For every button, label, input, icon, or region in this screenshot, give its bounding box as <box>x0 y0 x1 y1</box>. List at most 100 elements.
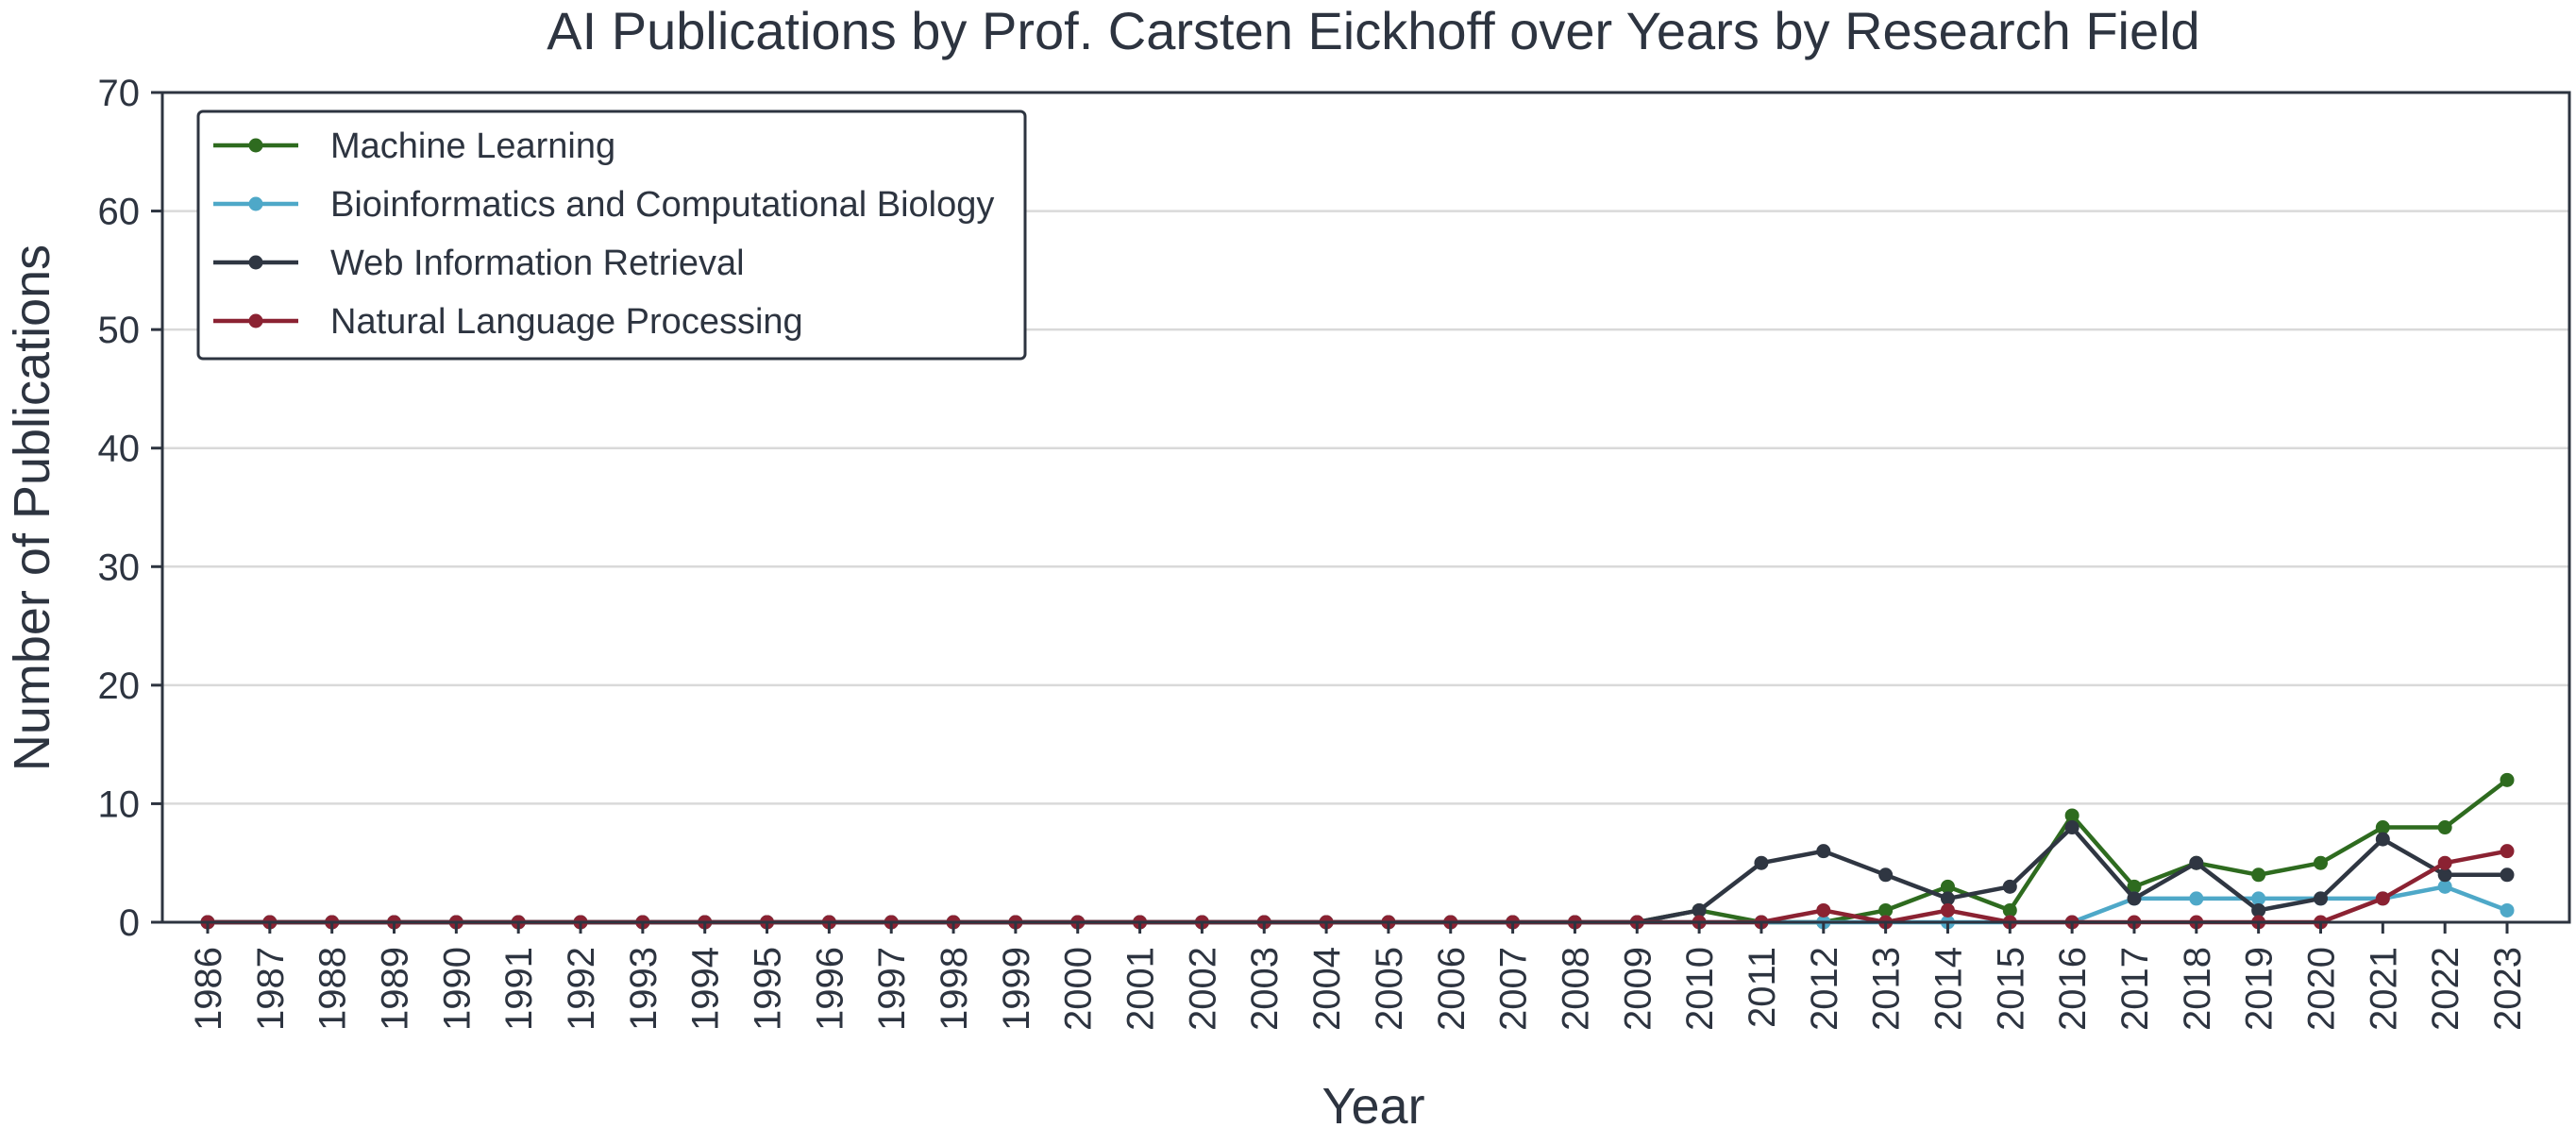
data-point-0-2021 <box>2375 820 2390 835</box>
x-tick-label-1998: 1998 <box>934 947 975 1031</box>
y-tick-label-0: 0 <box>119 902 140 944</box>
data-point-1-2023 <box>2500 902 2515 918</box>
data-point-2-2015 <box>2002 879 2017 894</box>
data-point-0-2022 <box>2437 820 2452 835</box>
series-line-1 <box>208 884 2508 925</box>
series-lines <box>200 772 2515 930</box>
y-tick-label-20: 20 <box>98 665 141 707</box>
y-axis-label: Number of Publications <box>4 244 60 771</box>
x-tick-label-2012: 2012 <box>1804 947 1845 1031</box>
series-line-0 <box>208 778 2509 925</box>
data-point-2-2011 <box>1754 855 1769 870</box>
data-point-1-2018 <box>2189 891 2204 906</box>
legend-box <box>196 109 1027 361</box>
data-point-1-2022 <box>2437 879 2452 894</box>
data-point-1-2019 <box>2251 891 2266 906</box>
data-point-2-2022 <box>2437 867 2452 883</box>
x-tick-label-2019: 2019 <box>2239 947 2281 1031</box>
y-tick-label-10: 10 <box>98 783 141 825</box>
x-tick-label-1994: 1994 <box>685 947 727 1031</box>
data-point-2-2013 <box>1878 867 1894 883</box>
x-tick-label-1989: 1989 <box>375 947 416 1031</box>
data-point-3-2022 <box>2437 855 2452 870</box>
data-point-2-2018 <box>2189 855 2204 870</box>
x-tick-label-2016: 2016 <box>2052 947 2094 1031</box>
x-tick-label-2022: 2022 <box>2425 947 2467 1031</box>
y-tick-label-40: 40 <box>98 429 141 470</box>
data-point-0-2020 <box>2313 855 2328 870</box>
data-point-2-2020 <box>2313 891 2328 906</box>
data-point-2-2014 <box>1940 891 1955 906</box>
x-axis-ticks: 1986 1987 1988 1989 1990 1991 1992 1993 1994 1995… <box>188 922 2529 1031</box>
x-tick-label-2017: 2017 <box>2114 947 2156 1031</box>
legend-label-0: Machine Learning <box>330 126 615 166</box>
data-point-3-2014 <box>1940 902 1955 918</box>
x-tick-label-1991: 1991 <box>498 947 540 1031</box>
y-axis-ticks: 0 10 20 30 40 50 60 70 <box>98 73 162 944</box>
data-point-0-2019 <box>2251 867 2266 883</box>
legend-marker-2 <box>248 255 263 270</box>
x-tick-label-1996: 1996 <box>809 947 850 1031</box>
x-tick-label-2003: 2003 <box>1244 947 1286 1031</box>
x-tick-label-2023: 2023 <box>2487 947 2529 1031</box>
x-tick-label-2015: 2015 <box>1990 947 2031 1031</box>
x-tick-label-2008: 2008 <box>1555 947 1596 1031</box>
x-tick-label-2020: 2020 <box>2300 947 2342 1031</box>
x-tick-label-1990: 1990 <box>436 947 478 1031</box>
legend-label-3: Natural Language Processing <box>330 302 803 342</box>
data-point-0-2015 <box>2002 902 2017 918</box>
legend-marker-3 <box>248 313 263 328</box>
x-tick-label-1997: 1997 <box>871 947 913 1031</box>
x-tick-label-2001: 2001 <box>1120 947 1162 1031</box>
y-tick-label-50: 50 <box>98 310 141 351</box>
x-tick-label-1986: 1986 <box>188 947 229 1031</box>
data-point-2-2023 <box>2500 867 2515 883</box>
series-0 <box>200 772 2515 930</box>
x-tick-label-2005: 2005 <box>1369 947 1410 1031</box>
x-tick-label-2002: 2002 <box>1182 947 1223 1031</box>
data-point-0-2014 <box>1940 879 1955 894</box>
x-tick-label-2006: 2006 <box>1431 947 1473 1031</box>
legend-label-2: Web Information Retrieval <box>330 244 745 283</box>
x-tick-label-1993: 1993 <box>623 947 665 1031</box>
x-tick-label-2013: 2013 <box>1866 947 1908 1031</box>
x-axis-label: Year <box>1322 1078 1424 1135</box>
x-tick-label-2011: 2011 <box>1742 947 1783 1028</box>
plot-frame <box>160 91 2571 924</box>
x-tick-label-1992: 1992 <box>561 947 602 1031</box>
data-point-2-2010 <box>1692 902 1707 918</box>
x-tick-label-2000: 2000 <box>1058 947 1100 1031</box>
series-3 <box>200 844 2515 930</box>
y-tick-label-30: 30 <box>98 547 141 588</box>
legend-marker-0 <box>248 138 263 153</box>
data-point-2-2021 <box>2375 832 2390 847</box>
y-tick-label-60: 60 <box>98 192 141 233</box>
x-tick-label-2010: 2010 <box>1679 947 1721 1031</box>
x-tick-label-2018: 2018 <box>2177 947 2218 1031</box>
data-point-3-2023 <box>2500 844 2515 859</box>
series-line-3 <box>208 849 2508 925</box>
data-point-3-2021 <box>2375 891 2390 906</box>
data-point-0-2016 <box>2064 808 2079 823</box>
data-point-2-2019 <box>2251 902 2266 918</box>
chart-title: AI Publications by Prof. Carsten Eickhof… <box>547 1 2199 60</box>
data-point-2-2017 <box>2127 891 2142 906</box>
data-point-2-2012 <box>1816 844 1831 859</box>
x-tick-label-2007: 2007 <box>1493 947 1535 1031</box>
legend-marker-1 <box>248 196 263 211</box>
x-tick-label-1995: 1995 <box>748 947 789 1031</box>
x-tick-label-2004: 2004 <box>1306 947 1348 1031</box>
data-point-0-2017 <box>2127 879 2142 894</box>
x-tick-label-2021: 2021 <box>2363 947 2404 1031</box>
x-tick-label-1999: 1999 <box>996 947 1037 1031</box>
legend: Machine Learning Bioinformatics and Compu… <box>196 109 1027 361</box>
x-tick-label-2014: 2014 <box>1928 947 1969 1031</box>
data-point-0-2013 <box>1878 902 1894 918</box>
data-point-0-2023 <box>2500 772 2515 787</box>
data-point-2-2016 <box>2064 820 2079 835</box>
x-tick-label-2009: 2009 <box>1617 947 1658 1031</box>
x-tick-label-1988: 1988 <box>312 947 354 1031</box>
y-tick-label-70: 70 <box>98 73 141 114</box>
data-point-3-2012 <box>1816 902 1831 918</box>
